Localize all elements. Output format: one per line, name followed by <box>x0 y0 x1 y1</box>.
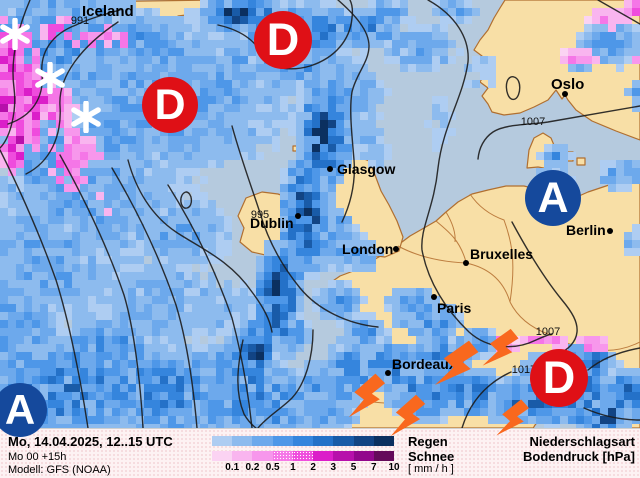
isobar-line <box>237 339 257 428</box>
city-dot-glasgow <box>327 166 333 172</box>
colorscale-step <box>212 451 233 461</box>
isobars-layer <box>0 0 640 428</box>
city-dot-oslo <box>562 91 568 97</box>
city-dot-bordeaux <box>385 370 391 376</box>
colorscale-tick-label: 0.2 <box>245 462 260 473</box>
rain-label: Regen <box>408 434 448 449</box>
isobar-line <box>25 21 119 175</box>
isobar-line <box>505 76 521 101</box>
city-label-paris: Paris <box>437 300 472 316</box>
city-label-iceland: Iceland <box>82 3 134 20</box>
isobar-line <box>597 0 640 25</box>
colorscale-step <box>313 451 334 461</box>
legend-title-precip-type: Niederschlagsart <box>529 434 636 449</box>
model-name: Modell: GFS (NOAA) <box>8 464 111 476</box>
isobar-line <box>257 329 314 428</box>
city-label-glasgow: Glasgow <box>337 161 396 177</box>
colorscale-step <box>232 436 253 446</box>
colorscale-step <box>292 451 314 461</box>
pressure-value-label: 991 <box>70 15 90 27</box>
colorscale-step <box>252 451 273 461</box>
legend-title-pressure: Bodendruck [hPa] <box>523 449 635 464</box>
map-labels-layer: 991 1007 995 1007 1017 Iceland Oslo Glasgow Dubl… <box>70 3 613 376</box>
unit-label: [ mm / h ] <box>408 463 454 475</box>
colorscale-tick-label: 0.5 <box>265 462 280 473</box>
city-dot-bruxelles <box>463 260 469 266</box>
isobar-line <box>167 184 253 428</box>
colorscale-tick-label: 10 <box>388 462 400 473</box>
colorscale-step <box>333 436 354 446</box>
colorscale-tick-label: 0.1 <box>225 462 240 473</box>
colorscale-step <box>373 436 394 446</box>
isobar-line <box>127 159 273 333</box>
pressure-value-label: 1017 <box>511 364 537 376</box>
city-label-oslo: Oslo <box>551 76 585 93</box>
colorscale-step <box>333 451 354 461</box>
legend-bar: Mo, 14.04.2025, 12..15 UTC Mo 00 +15h Mo… <box>0 428 640 478</box>
colorscale-tick-label: 2 <box>310 462 316 473</box>
colorscale-step <box>252 436 273 446</box>
snow-colorscale <box>212 451 394 461</box>
isobar-line <box>421 0 553 348</box>
isobar-line <box>461 371 512 428</box>
city-label-bordeaux: Bordeaux <box>392 356 457 372</box>
city-label-bruxelles: Bruxelles <box>470 246 534 262</box>
colorscale-step <box>353 436 374 446</box>
colorscale-tick-label: 5 <box>350 462 357 473</box>
isobar-line <box>477 105 640 160</box>
isobar-line <box>337 0 370 223</box>
isobar-line <box>180 191 193 209</box>
city-dot-london <box>393 246 399 252</box>
city-label-berlin: Berlin <box>566 222 606 238</box>
colorscale-step <box>272 451 293 461</box>
isobar-line <box>231 125 379 328</box>
city-dot-dublin <box>295 213 301 219</box>
isobar-line <box>0 0 31 149</box>
colorscale-step <box>313 436 334 446</box>
snow-label: Schnee <box>408 449 455 464</box>
isobar-line <box>583 407 640 421</box>
isobar-line <box>587 347 640 371</box>
colorscale-ticks: 0.1 0.2 0.5 1 2 3 5 7 10 <box>212 462 399 474</box>
isobar-line <box>0 149 89 428</box>
pressure-value-label: 1007 <box>520 116 546 128</box>
valid-datetime: Mo, 14.04.2025, 12..15 UTC <box>8 434 173 449</box>
pressure-value-label: 995 <box>250 209 270 221</box>
city-label-dublin: Dublin <box>250 215 294 231</box>
colorscale-step <box>272 436 293 446</box>
colorscale-tick-label: 3 <box>330 462 337 473</box>
colorscale-step <box>232 451 253 461</box>
colorscale-step <box>373 451 394 461</box>
city-dot-berlin <box>607 228 613 234</box>
isobar-line <box>511 221 578 355</box>
colorscale-step <box>292 436 314 446</box>
rain-colorscale <box>212 436 394 446</box>
isobar-line <box>7 9 121 125</box>
pressure-value-label: 1007 <box>535 326 561 338</box>
city-label-london: London <box>342 241 394 257</box>
colorscale-tick-label: 1 <box>290 462 296 473</box>
isobar-line <box>111 167 198 428</box>
colorscale-tick-label: 7 <box>370 462 377 473</box>
model-run: Mo 00 +15h <box>8 451 67 463</box>
weather-map: 991 1007 995 1007 1017 Iceland Oslo Glasgow Dubl… <box>0 0 640 432</box>
colorscale-step <box>353 451 374 461</box>
city-dot-paris <box>431 294 437 300</box>
colorscale-step <box>212 436 233 446</box>
isobar-line <box>59 154 144 428</box>
